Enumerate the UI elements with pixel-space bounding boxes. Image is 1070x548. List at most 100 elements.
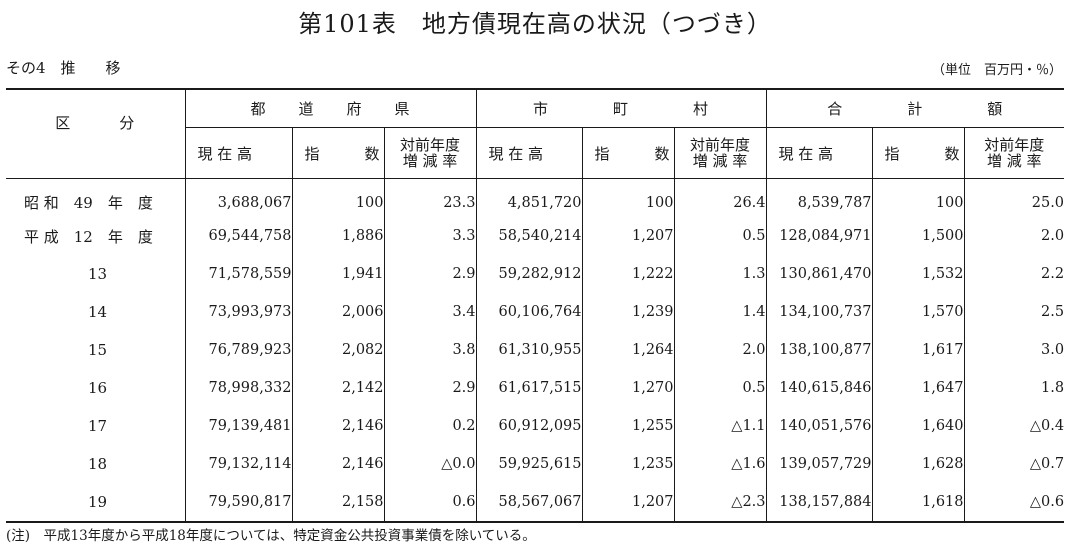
cell-muni-rate: 1.4 bbox=[673, 293, 767, 331]
table-row: 15 76,789,923 2,082 3.8 61,310,955 1,264… bbox=[6, 331, 1065, 369]
cell-total-index: 1,628 bbox=[871, 445, 965, 483]
cell-muni-amount: 59,282,912 bbox=[475, 255, 582, 293]
header-rate: 対前年度増 減 率 bbox=[383, 127, 476, 179]
cell-muni-rate: 1.3 bbox=[673, 255, 767, 293]
header-rate-line1: 対前年度 bbox=[984, 136, 1045, 154]
row-label: 14 bbox=[88, 303, 108, 321]
cell-total-amount: 139,057,729 bbox=[765, 445, 873, 483]
cell-pref-amount: 79,590,817 bbox=[184, 483, 292, 522]
cell-muni-index: 1,264 bbox=[581, 331, 674, 369]
cell-pref-rate: 3.3 bbox=[383, 217, 476, 255]
cell-pref-amount: 79,139,481 bbox=[184, 407, 292, 445]
cell-muni-index: 1,222 bbox=[581, 255, 674, 293]
cell-pref-rate: 0.6 bbox=[383, 483, 476, 522]
cell-pref-index: 2,142 bbox=[291, 369, 384, 407]
cell-muni-index: 1,270 bbox=[581, 369, 674, 407]
section-subtitle: その4 推 移 bbox=[6, 59, 121, 77]
header-rate-line2: 増 減 率 bbox=[402, 152, 458, 170]
header-group-total: 合 計 額 bbox=[765, 89, 1065, 128]
cell-muni-index: 1,255 bbox=[581, 407, 674, 445]
cell-pref-rate: △0.0 bbox=[383, 445, 476, 483]
header-rate: 対前年度増 減 率 bbox=[673, 127, 767, 179]
cell-muni-rate: △1.6 bbox=[673, 445, 767, 483]
cell-pref-rate: 2.9 bbox=[383, 369, 476, 407]
cell-muni-amount: 59,925,615 bbox=[475, 445, 582, 483]
cell-pref-index: 1,941 bbox=[291, 255, 384, 293]
header-amount: 現 在 高 bbox=[184, 127, 292, 179]
cell-total-index: 1,500 bbox=[871, 217, 965, 255]
unit-label: （単位 百万円・％） bbox=[931, 63, 1062, 78]
cell-muni-rate: 0.5 bbox=[673, 369, 767, 407]
cell-pref-rate: 0.2 bbox=[383, 407, 476, 445]
table-row: 18 79,132,114 2,146 △0.0 59,925,615 1,23… bbox=[6, 445, 1065, 483]
page-title: 第101表 地方債現在高の状況（つづき） bbox=[298, 10, 772, 38]
row-label: 15 bbox=[88, 341, 108, 359]
row-label: 平 成 12 年 度 bbox=[24, 227, 153, 246]
header-category: 区 分 bbox=[6, 89, 185, 179]
cell-total-index: 1,640 bbox=[871, 407, 965, 445]
header-index: 指 数 bbox=[871, 127, 965, 179]
cell-total-rate: △0.4 bbox=[963, 407, 1065, 445]
cell-pref-index: 2,082 bbox=[291, 331, 384, 369]
cell-pref-index: 2,158 bbox=[291, 483, 384, 522]
cell-pref-amount: 3,688,067 bbox=[184, 178, 292, 217]
cell-total-index: 100 bbox=[871, 178, 965, 217]
cell-total-rate: 2.2 bbox=[963, 255, 1065, 293]
header-amount: 現 在 高 bbox=[475, 127, 582, 179]
cell-total-index: 1,532 bbox=[871, 255, 965, 293]
table-row: 17 79,139,481 2,146 0.2 60,912,095 1,255… bbox=[6, 407, 1065, 445]
cell-pref-rate: 3.8 bbox=[383, 331, 476, 369]
cell-total-index: 1,570 bbox=[871, 293, 965, 331]
cell-muni-index: 1,207 bbox=[581, 483, 674, 522]
cell-total-amount: 8,539,787 bbox=[765, 178, 873, 217]
header-rate-line1: 対前年度 bbox=[399, 136, 460, 154]
header-rate-line2: 増 減 率 bbox=[987, 152, 1042, 170]
cell-pref-index: 1,886 bbox=[291, 217, 384, 255]
cell-total-amount: 128,084,971 bbox=[765, 217, 873, 255]
cell-pref-index: 100 bbox=[291, 178, 384, 217]
table-body: 昭 和 49 年 度 3,688,067 100 23.3 4,851,720 … bbox=[6, 178, 1065, 522]
cell-muni-amount: 60,106,764 bbox=[475, 293, 582, 331]
cell-total-amount: 134,100,737 bbox=[765, 293, 873, 331]
cell-pref-amount: 71,578,559 bbox=[184, 255, 292, 293]
cell-pref-amount: 78,998,332 bbox=[184, 369, 292, 407]
cell-total-amount: 138,100,877 bbox=[765, 331, 873, 369]
cell-total-rate: 2.0 bbox=[963, 217, 1065, 255]
cell-total-rate: △0.7 bbox=[963, 445, 1065, 483]
cell-muni-rate: △2.3 bbox=[673, 483, 767, 522]
cell-total-amount: 138,157,884 bbox=[765, 483, 873, 522]
cell-muni-index: 1,207 bbox=[581, 217, 674, 255]
table-row: 13 71,578,559 1,941 2.9 59,282,912 1,222… bbox=[6, 255, 1065, 293]
header-rate-line2: 増 減 率 bbox=[692, 152, 748, 170]
cell-total-index: 1,618 bbox=[871, 483, 965, 522]
row-label: 18 bbox=[88, 455, 108, 473]
cell-muni-rate: △1.1 bbox=[673, 407, 767, 445]
cell-muni-index: 100 bbox=[581, 178, 674, 217]
cell-total-rate: 3.0 bbox=[963, 331, 1065, 369]
cell-pref-amount: 73,993,973 bbox=[184, 293, 292, 331]
cell-muni-amount: 58,567,067 bbox=[475, 483, 582, 522]
cell-muni-amount: 61,617,515 bbox=[475, 369, 582, 407]
cell-pref-amount: 79,132,114 bbox=[184, 445, 292, 483]
cell-pref-index: 2,006 bbox=[291, 293, 384, 331]
cell-total-rate: 1.8 bbox=[963, 369, 1065, 407]
cell-pref-index: 2,146 bbox=[291, 445, 384, 483]
cell-total-index: 1,617 bbox=[871, 331, 965, 369]
row-label: 13 bbox=[88, 265, 108, 283]
cell-muni-index: 1,235 bbox=[581, 445, 674, 483]
row-label: 16 bbox=[88, 379, 108, 397]
cell-muni-rate: 26.4 bbox=[673, 178, 767, 217]
cell-muni-amount: 60,912,095 bbox=[475, 407, 582, 445]
header-rate-line1: 対前年度 bbox=[690, 136, 751, 154]
cell-muni-rate: 0.5 bbox=[673, 217, 767, 255]
cell-pref-amount: 76,789,923 bbox=[184, 331, 292, 369]
cell-pref-rate: 2.9 bbox=[383, 255, 476, 293]
header-index: 指 数 bbox=[581, 127, 674, 179]
table-row: 19 79,590,817 2,158 0.6 58,567,067 1,207… bbox=[6, 483, 1065, 522]
footnote: (注) 平成13年度から平成18年度については、特定資金公共投資事業債を除いてい… bbox=[6, 528, 536, 544]
cell-total-index: 1,647 bbox=[871, 369, 965, 407]
header-index: 指 数 bbox=[291, 127, 384, 179]
cell-pref-rate: 3.4 bbox=[383, 293, 476, 331]
cell-total-rate: 2.5 bbox=[963, 293, 1065, 331]
table-header: 区 分 都 道 府 県 市 町 村 合 計 額 現 在 高 指 数 対前年度増 … bbox=[6, 89, 1065, 179]
